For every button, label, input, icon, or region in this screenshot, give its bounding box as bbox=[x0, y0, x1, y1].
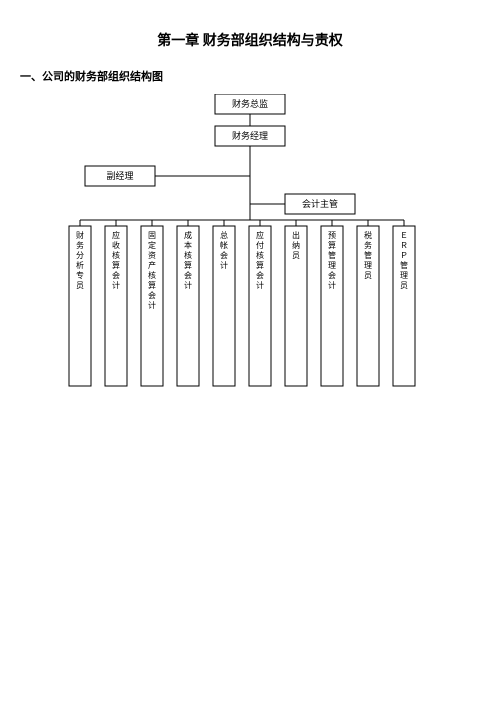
svg-text:员: 员 bbox=[292, 251, 300, 260]
svg-text:会: 会 bbox=[112, 270, 120, 280]
chapter-title: 第一章 财务部组织结构与责权 bbox=[20, 30, 480, 50]
svg-text:税: 税 bbox=[364, 230, 372, 240]
node-supervisor: 会计主管 bbox=[285, 194, 355, 214]
svg-text:收: 收 bbox=[112, 240, 120, 250]
svg-text:管: 管 bbox=[400, 260, 408, 270]
svg-text:理: 理 bbox=[400, 271, 408, 280]
svg-text:资: 资 bbox=[148, 250, 156, 260]
svg-text:专: 专 bbox=[76, 270, 84, 280]
node-leaf-6: 出纳员 bbox=[285, 226, 307, 386]
svg-text:定: 定 bbox=[148, 240, 156, 250]
svg-text:财务经理: 财务经理 bbox=[232, 130, 268, 141]
svg-text:副经理: 副经理 bbox=[106, 170, 133, 181]
svg-text:计: 计 bbox=[220, 260, 228, 270]
svg-text:算: 算 bbox=[112, 260, 120, 270]
svg-text:员: 员 bbox=[400, 281, 408, 290]
svg-text:出: 出 bbox=[292, 230, 300, 240]
node-leaf-2: 固定资产核算会计 bbox=[141, 226, 163, 386]
svg-text:会: 会 bbox=[220, 250, 228, 260]
node-leaf-9: ＥＲＰ管理员 bbox=[393, 226, 415, 386]
node-leaf-4: 总帐会计 bbox=[213, 226, 235, 386]
node-leaf-1: 应收核算会计 bbox=[105, 226, 127, 386]
svg-text:分: 分 bbox=[76, 251, 84, 260]
svg-text:核: 核 bbox=[256, 250, 264, 260]
svg-text:Ｅ: Ｅ bbox=[400, 231, 408, 240]
svg-text:计: 计 bbox=[184, 280, 192, 290]
node-leaf-3: 成本核算会计 bbox=[177, 226, 199, 386]
node-leaf-7: 预算管理会计 bbox=[321, 226, 343, 386]
svg-text:Ｐ: Ｐ bbox=[400, 251, 408, 260]
svg-text:成: 成 bbox=[184, 230, 192, 240]
node-director: 财务总监 bbox=[215, 94, 285, 114]
svg-text:财: 财 bbox=[76, 230, 84, 240]
svg-text:理: 理 bbox=[364, 261, 372, 270]
svg-text:析: 析 bbox=[76, 260, 84, 270]
svg-text:计: 计 bbox=[112, 280, 120, 290]
node-leaf-5: 应付核算会计 bbox=[249, 226, 271, 386]
svg-text:核: 核 bbox=[112, 250, 120, 260]
org-chart: 财务总监财务经理副经理会计主管财务分析专员应收核算会计固定资产核算会计成本核算会… bbox=[20, 94, 480, 474]
svg-text:财务总监: 财务总监 bbox=[232, 98, 268, 109]
svg-text:算: 算 bbox=[328, 240, 336, 250]
svg-text:员: 员 bbox=[76, 281, 84, 290]
svg-text:理: 理 bbox=[328, 261, 336, 270]
svg-text:算: 算 bbox=[148, 280, 156, 290]
svg-text:应: 应 bbox=[112, 230, 120, 240]
svg-text:务: 务 bbox=[76, 240, 84, 250]
svg-text:固: 固 bbox=[148, 231, 156, 240]
svg-text:纳: 纳 bbox=[292, 240, 300, 250]
svg-text:会计主管: 会计主管 bbox=[302, 198, 338, 209]
svg-text:算: 算 bbox=[184, 260, 192, 270]
svg-text:管: 管 bbox=[328, 250, 336, 260]
svg-text:算: 算 bbox=[256, 260, 264, 270]
svg-text:总: 总 bbox=[220, 230, 228, 240]
svg-text:帐: 帐 bbox=[220, 240, 228, 250]
svg-text:应: 应 bbox=[256, 230, 264, 240]
node-assist-manager: 副经理 bbox=[85, 166, 155, 186]
node-manager: 财务经理 bbox=[215, 126, 285, 146]
svg-text:会: 会 bbox=[256, 270, 264, 280]
svg-text:会: 会 bbox=[148, 290, 156, 300]
svg-text:本: 本 bbox=[184, 240, 192, 250]
svg-text:会: 会 bbox=[328, 270, 336, 280]
svg-text:计: 计 bbox=[256, 280, 264, 290]
svg-text:务: 务 bbox=[364, 240, 372, 250]
svg-text:预: 预 bbox=[328, 230, 336, 240]
svg-text:付: 付 bbox=[256, 240, 264, 250]
node-leaf-0: 财务分析专员 bbox=[69, 226, 91, 386]
section-heading: 一、公司的财务部组织结构图 bbox=[20, 68, 480, 84]
svg-text:员: 员 bbox=[364, 271, 372, 280]
svg-text:计: 计 bbox=[148, 300, 156, 310]
svg-text:核: 核 bbox=[184, 250, 192, 260]
svg-text:会: 会 bbox=[184, 270, 192, 280]
svg-text:产: 产 bbox=[148, 260, 156, 270]
node-leaf-8: 税务管理员 bbox=[357, 226, 379, 386]
svg-text:Ｒ: Ｒ bbox=[400, 241, 408, 250]
svg-text:计: 计 bbox=[328, 280, 336, 290]
svg-text:管: 管 bbox=[364, 250, 372, 260]
svg-text:核: 核 bbox=[148, 270, 156, 280]
